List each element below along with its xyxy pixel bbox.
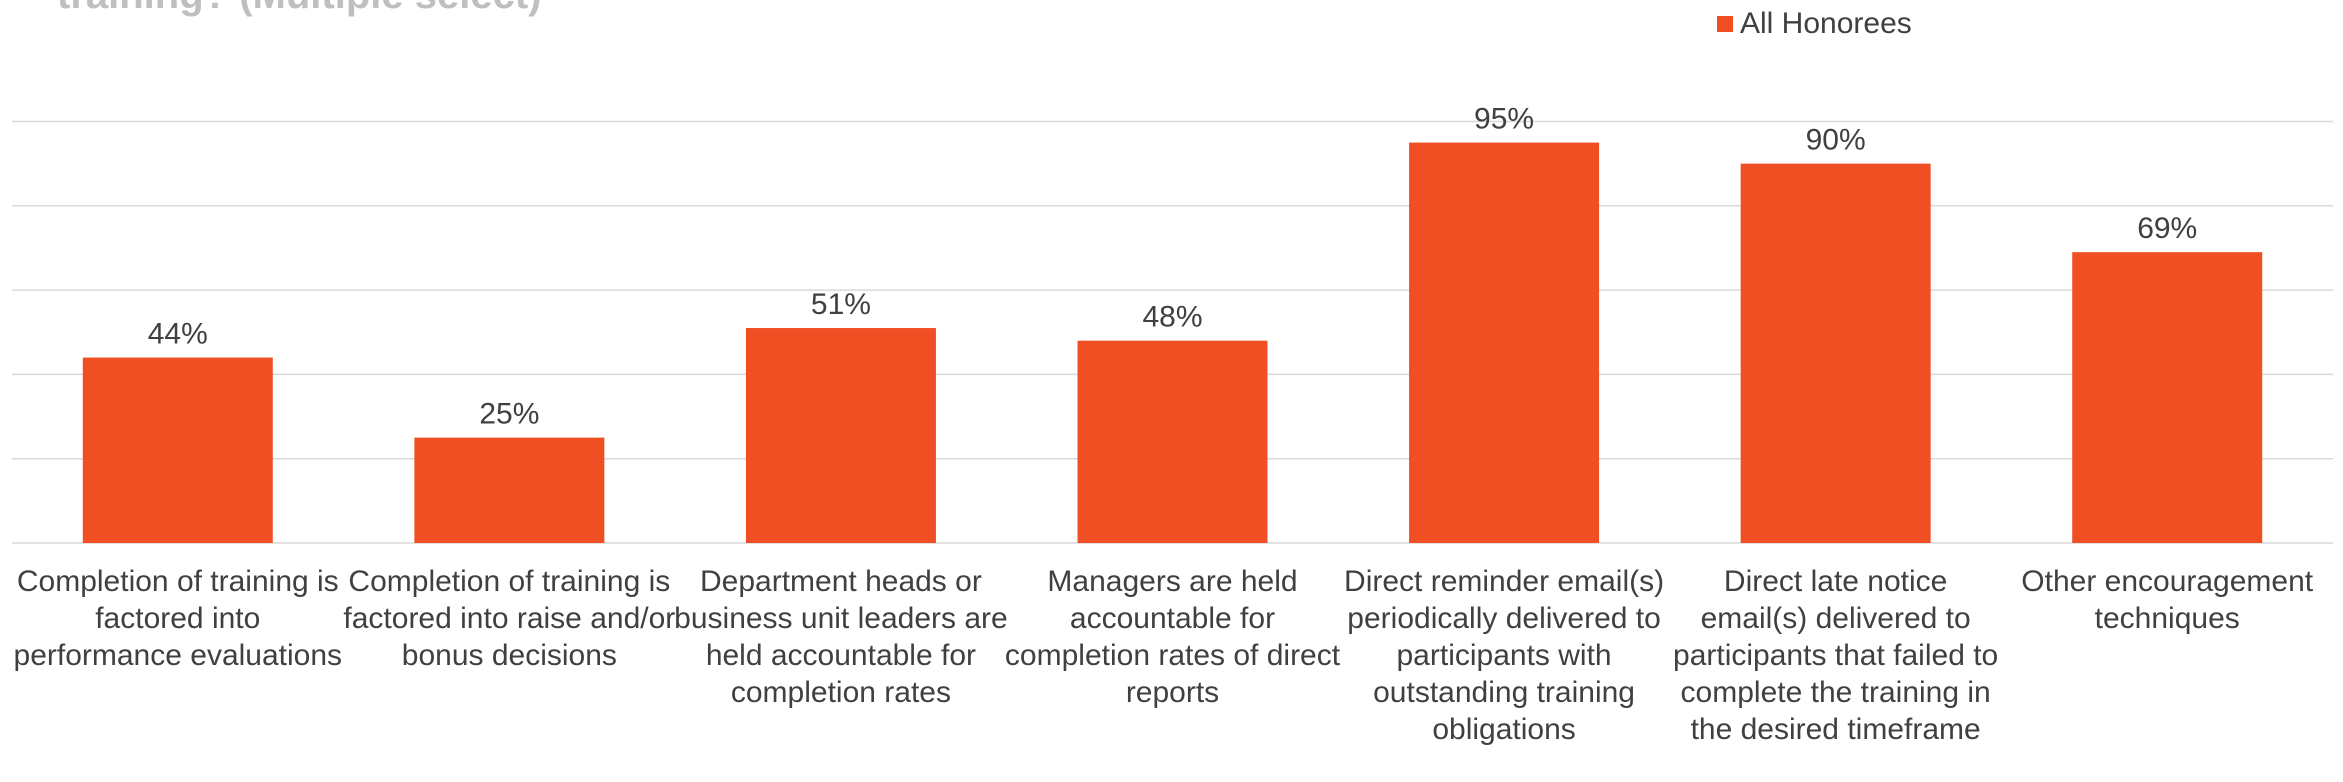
chart-title: training? (Multiple select) — [57, 0, 541, 17]
x-tick-label: Direct reminder email(s) periodically de… — [1344, 565, 1665, 746]
bar — [82, 357, 273, 543]
data-label: 90% — [1806, 124, 1866, 157]
x-tick-label: Direct late notice email(s) delivered to… — [1673, 565, 1999, 746]
data-label: 48% — [1142, 301, 1202, 334]
data-label: 25% — [479, 398, 539, 431]
data-label: 51% — [811, 288, 871, 321]
x-tick-label: Other encouragement techniques — [2021, 565, 2314, 635]
bar — [1409, 142, 1600, 543]
x-tick-label: Completion of training is factored into … — [13, 565, 343, 672]
data-label: 69% — [2137, 212, 2197, 245]
data-label: 95% — [1474, 103, 1534, 136]
bar — [2072, 252, 2263, 544]
legend-swatch — [1717, 16, 1733, 32]
legend-label: All Honorees — [1740, 7, 1912, 40]
bar — [414, 437, 605, 543]
x-tick-label: Department heads or business unit leader… — [674, 565, 1008, 709]
bar — [745, 328, 936, 543]
bar — [1740, 163, 1931, 543]
x-tick-label: Managers are held accountable for comple… — [1004, 565, 1341, 709]
x-tick-label: Completion of training is factored into … — [343, 565, 676, 672]
bar — [1077, 340, 1268, 543]
data-label: 44% — [148, 318, 208, 351]
